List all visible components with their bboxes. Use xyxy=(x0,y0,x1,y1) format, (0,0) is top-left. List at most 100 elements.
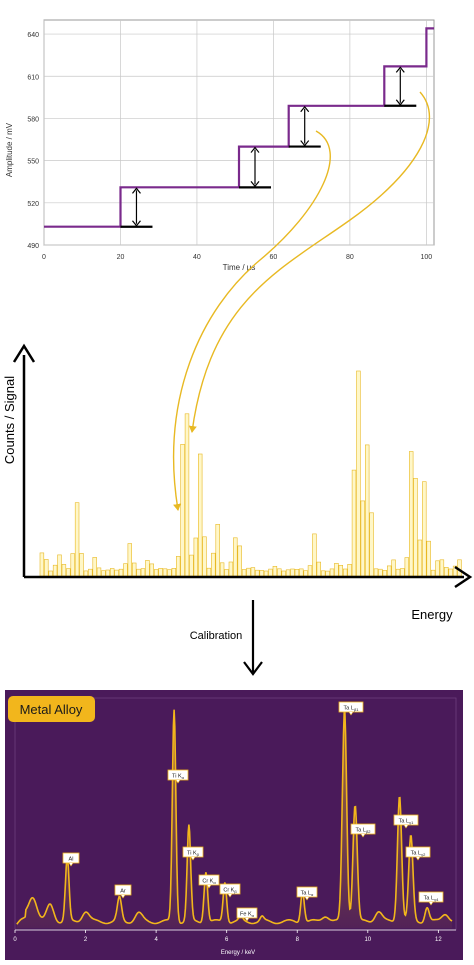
histogram-bar xyxy=(369,512,374,577)
energy-x-axis-label: Energy xyxy=(411,607,453,622)
calibration-arrowhead xyxy=(243,661,263,676)
histogram-bar xyxy=(206,567,212,577)
spectrum-tick-label: 0 xyxy=(13,937,17,943)
histogram-bar xyxy=(277,568,282,577)
y-tick-label: 490 xyxy=(27,243,39,250)
peak-label-pointer xyxy=(428,901,434,906)
histogram-bar xyxy=(48,570,53,577)
peak-label-pointer xyxy=(206,884,212,889)
peak-label-pointer xyxy=(120,894,126,899)
peak-label-pointer xyxy=(360,833,366,838)
peak-label-text: Ta Lα xyxy=(301,891,314,898)
histogram-bar xyxy=(360,500,365,577)
histogram-bar xyxy=(272,565,278,577)
peak-label: Ta Lβ2 xyxy=(350,823,376,838)
peak-label-element: Ta L xyxy=(356,828,366,834)
peak-label-subscript: β2 xyxy=(366,829,371,834)
histogram-bar xyxy=(285,569,291,577)
peak-label-pointer xyxy=(348,711,354,716)
histogram-bar xyxy=(132,562,137,577)
peak-label-element: Ti K xyxy=(187,851,197,857)
spectrum-x-axis-label: Energy / keV xyxy=(221,950,255,956)
histogram-bar xyxy=(435,560,440,577)
arrowhead-down xyxy=(250,180,260,188)
histogram-bar xyxy=(180,443,185,577)
peak-label-subscript: γ2 xyxy=(421,852,426,857)
y-tick-label: 610 xyxy=(27,74,39,81)
histogram-bar xyxy=(320,570,326,577)
peak-label-pointer xyxy=(244,917,250,922)
peak-label-text: Ar xyxy=(120,889,126,895)
peak-label-pointer xyxy=(304,896,310,901)
histogram-bar xyxy=(422,481,427,577)
histogram-bar xyxy=(211,552,216,577)
peak-label-element: Cr K xyxy=(223,888,234,894)
histogram-bar xyxy=(127,543,133,577)
peak-label-element: Ta L xyxy=(411,851,421,857)
histogram-bar xyxy=(250,567,256,577)
peak-label-element: Fe K xyxy=(240,912,252,918)
peak-label: Fe Kα xyxy=(236,907,258,922)
peak-label: Ta Lγ2 xyxy=(405,846,431,861)
peak-label-pointer xyxy=(175,779,181,784)
histogram-bar xyxy=(101,570,106,577)
peak-label-text: Ta Lβ1 xyxy=(344,706,360,713)
arrowhead-down xyxy=(300,140,310,147)
histogram-bar xyxy=(114,569,119,577)
time-x-axis-label: Time / µs xyxy=(223,263,256,272)
spectrum-panel: Metal Alloy 0 2 4 6 8 10 12 Energy / keV Al Ar T… xyxy=(5,690,463,960)
histogram-bar xyxy=(400,568,405,577)
peak-label-element: Ar xyxy=(120,889,126,895)
histogram-bar xyxy=(61,564,67,577)
peak-label-subscript: γ1 xyxy=(409,820,414,825)
histogram-bar xyxy=(413,477,418,577)
histogram-bar xyxy=(329,568,335,577)
histogram-bar xyxy=(444,566,449,577)
histogram-bar xyxy=(237,545,242,577)
peak-label-element: Ta L xyxy=(424,896,434,902)
peak-label-element: Ta L xyxy=(301,891,311,897)
histogram-bar xyxy=(189,554,194,577)
peak-label-element: Ti K xyxy=(172,774,182,780)
spectrum-tick-label: 8 xyxy=(296,937,300,943)
histogram-bar xyxy=(66,568,71,577)
histogram-bar xyxy=(268,568,273,577)
peak-label-text: Ta Lγ1 xyxy=(399,819,414,826)
spectrum-tick-label: 10 xyxy=(364,937,371,943)
calibration-label: Calibration xyxy=(190,630,243,642)
histogram-bar xyxy=(290,568,295,577)
histogram-bar xyxy=(281,570,286,577)
histogram-bar xyxy=(219,562,225,577)
histogram-bar xyxy=(391,559,396,577)
histogram-bar xyxy=(233,537,238,577)
histogram-bar xyxy=(325,570,330,577)
histogram-bar xyxy=(316,561,321,577)
peak-label-subscript: β xyxy=(197,852,200,857)
histogram-bar xyxy=(70,553,75,577)
x-tick-label: 80 xyxy=(346,254,354,261)
peak-label-text: Ta Lβ2 xyxy=(356,828,372,835)
calibration-step: Calibration xyxy=(190,600,263,676)
peak-label-text: Ta Lγ4 xyxy=(424,896,439,903)
peak-label-text: Al xyxy=(69,857,74,863)
histogram-bar xyxy=(395,568,401,577)
histogram-bar xyxy=(378,568,383,577)
histogram-bar xyxy=(224,569,229,577)
peak-label: Ta Lγ1 xyxy=(393,814,419,829)
histogram-bar xyxy=(259,570,264,577)
histogram-bar xyxy=(198,453,203,577)
histogram-bar xyxy=(57,554,62,577)
peak-label: Cr Kα xyxy=(198,874,220,889)
histogram-bar xyxy=(241,569,247,577)
histogram-bar xyxy=(263,570,269,577)
histogram-bar xyxy=(171,567,176,577)
x-tick-label: 100 xyxy=(421,254,433,261)
peak-label: Ti Kβ xyxy=(182,846,204,861)
histogram-bar xyxy=(426,540,431,577)
mapping-arrow-2 xyxy=(188,91,431,433)
peak-label-pointer xyxy=(68,862,74,867)
y-tick-label: 580 xyxy=(27,116,39,123)
arrowhead-down xyxy=(132,220,141,227)
